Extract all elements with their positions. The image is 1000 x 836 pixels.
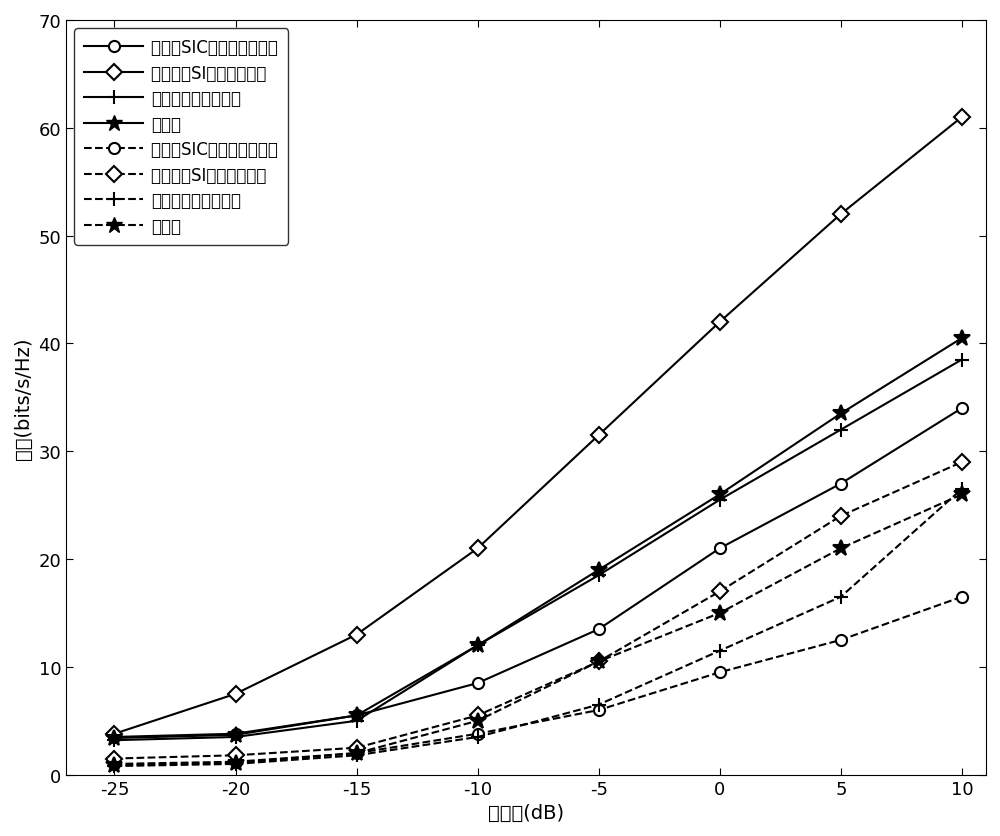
Y-axis label: 容量(bits/s/Hz): 容量(bits/s/Hz): [14, 337, 33, 459]
Legend: 没有做​SIC​的鲁棒混合设计, 完全消除​SI​的全数字设计, 鲁棒混合半双工设计, 本发明, 没有做​SIC​的鲁棒混合设计, 完全消除​SI​的全数字设计: 没有做​SIC​的鲁棒混合设计, 完全消除​SI​的全数字设计, 鲁棒混合半双工…: [74, 29, 288, 246]
X-axis label: 信噪比(dB): 信噪比(dB): [488, 803, 564, 822]
